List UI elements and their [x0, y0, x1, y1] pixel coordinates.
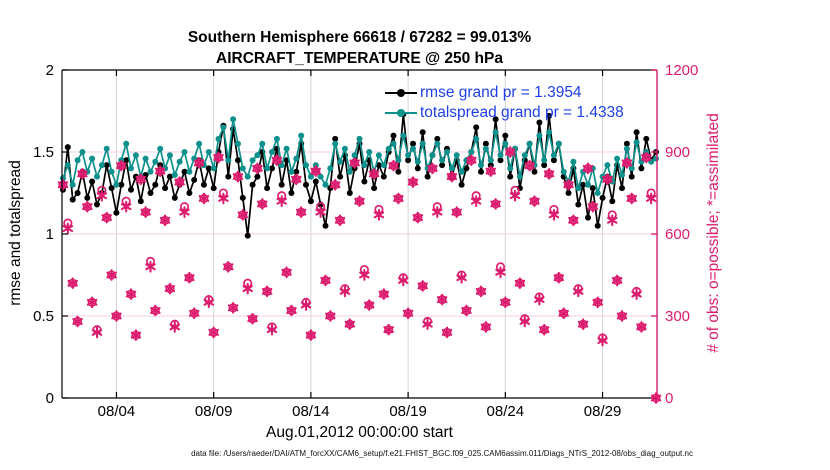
- chart-title: Southern Hemisphere 66618 / 67282 = 99.0…: [62, 27, 657, 69]
- title-line1: Southern Hemisphere 66618 / 67282 = 99.0…: [187, 29, 532, 46]
- right-tick-label: 600: [665, 226, 690, 243]
- legend-label-totalspread: totalspread grand pr = 1.4338: [420, 104, 624, 121]
- left-tick-label: 1: [46, 226, 54, 243]
- rmse-line-swatch-icon: [385, 88, 417, 98]
- gridlines: [62, 70, 657, 398]
- right-tick-label: 1200: [665, 62, 698, 79]
- x-tick-label: 08/14: [292, 403, 330, 420]
- x-axis-label: Aug.01,2012 00:00:00 start: [265, 424, 453, 441]
- x-tick-label: 08/09: [195, 403, 233, 420]
- right-axis-label: # of obs: o=possible; *=assimilated: [705, 113, 722, 353]
- totalspread-line-swatch-icon: [385, 108, 417, 118]
- axes: 08/04 08/09 08/14 08/19 08/24 08/29 0 0.5 1 1.5 2 0…: [33, 62, 698, 420]
- totalspread-line: [60, 116, 659, 196]
- right-tick-label: 300: [665, 308, 690, 325]
- x-tick-label: 08/04: [98, 403, 136, 420]
- legend-label-rmse: rmse grand pr = 1.3954: [420, 84, 582, 101]
- right-tick-label: 900: [665, 144, 690, 161]
- x-tick-label: 08/19: [389, 403, 427, 420]
- left-axis-label: rmse and totalspread: [7, 160, 24, 306]
- data-file-path: data file: /Users/raeder/DAI/ATM_forcXX/…: [191, 449, 693, 458]
- left-tick-label: 2: [46, 62, 54, 79]
- right-tick-label: 0: [665, 390, 673, 407]
- left-tick-label: 1.5: [33, 144, 54, 161]
- left-tick-label: 0.5: [33, 308, 54, 325]
- legend: rmse grand pr = 1.3954 totalspread grand…: [385, 83, 624, 123]
- x-tick-label: 08/24: [487, 403, 525, 420]
- legend-item-totalspread: totalspread grand pr = 1.4338: [385, 103, 624, 123]
- obs-count-markers: [57, 146, 662, 404]
- legend-item-rmse: rmse grand pr = 1.3954: [385, 83, 624, 103]
- left-tick-label: 0: [46, 390, 54, 407]
- x-tick-label: 08/29: [584, 403, 622, 420]
- title-line2: AIRCRAFT_TEMPERATURE @ 250 hPa: [216, 50, 503, 67]
